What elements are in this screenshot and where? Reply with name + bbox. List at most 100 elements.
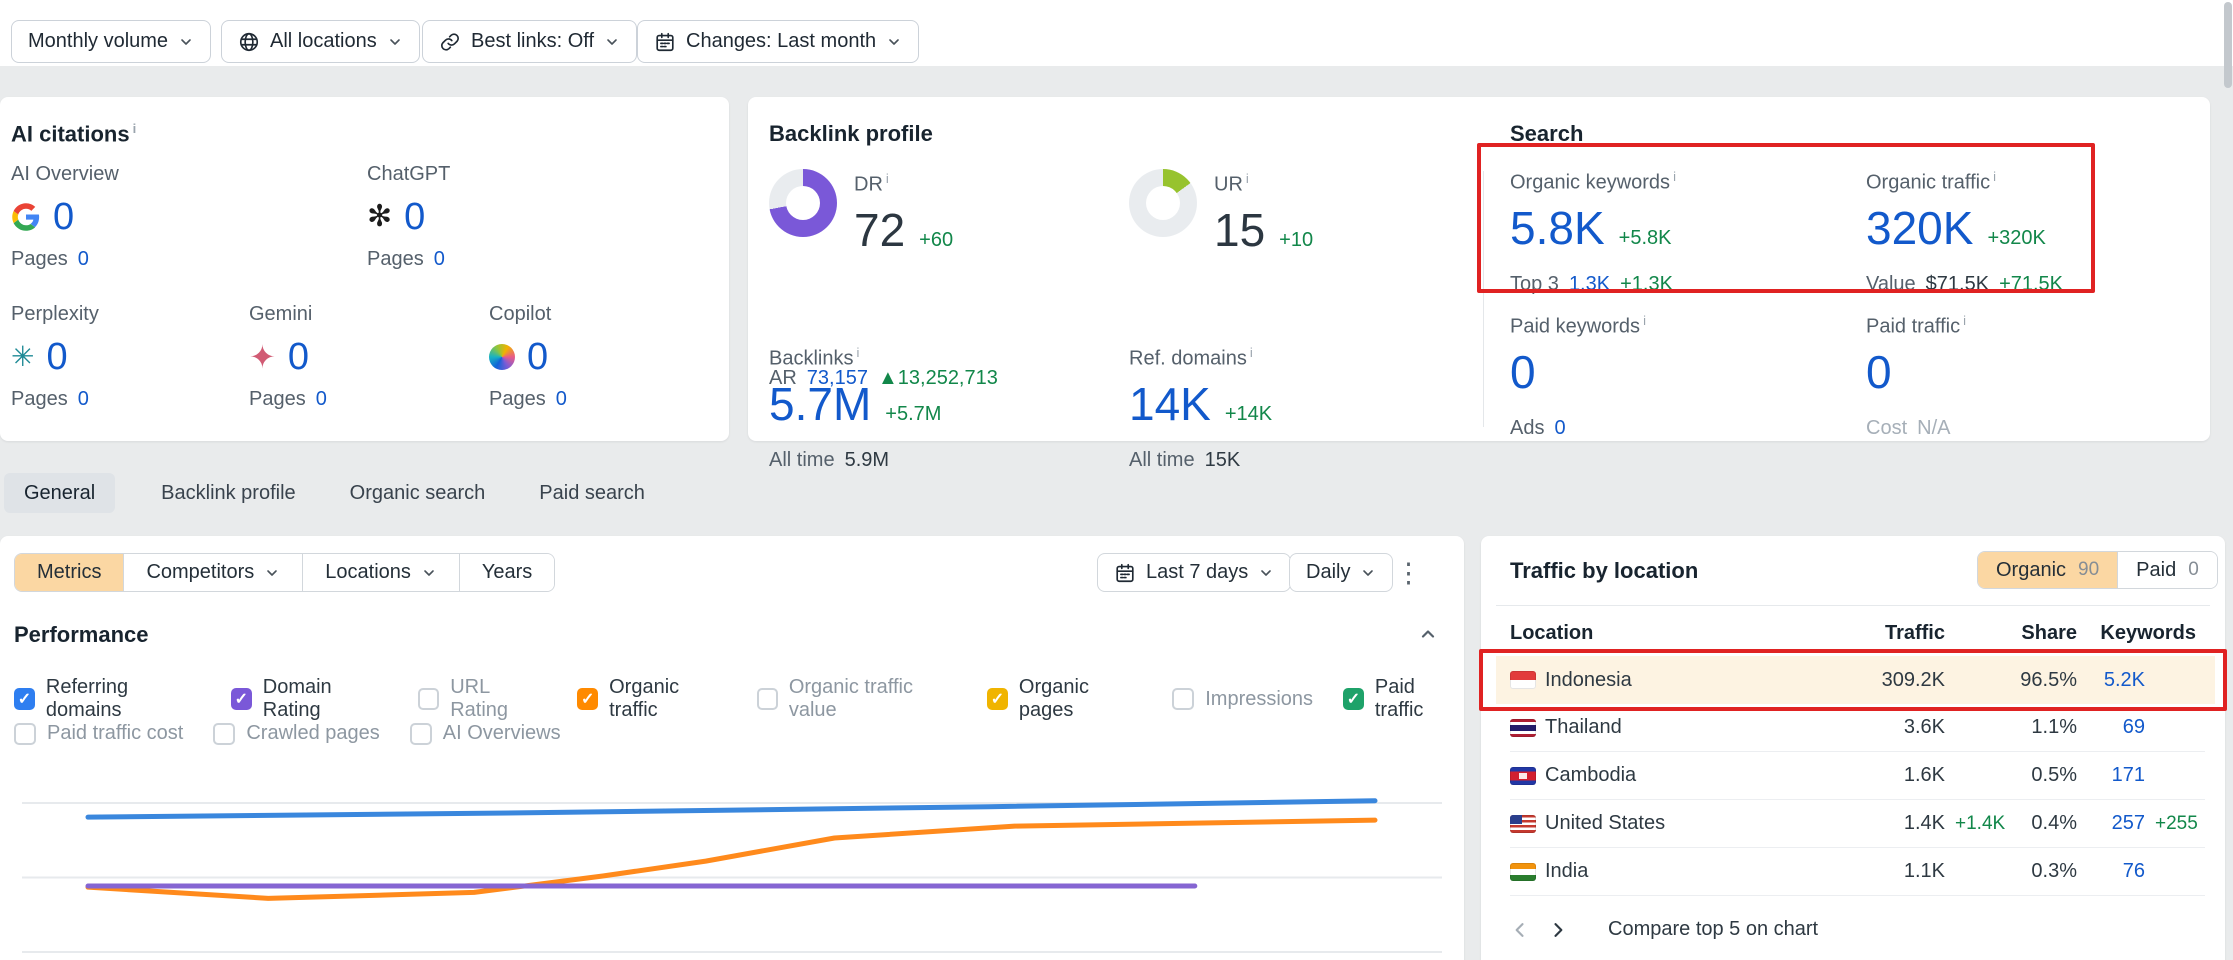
date-range-label: Last 7 days bbox=[1146, 561, 1249, 583]
date-range-selector[interactable]: Last 7 days bbox=[1097, 553, 1292, 592]
organic-count: 90 bbox=[2078, 559, 2100, 580]
best-links-filter[interactable]: Best links: Off bbox=[422, 20, 638, 63]
metrics-segment[interactable]: Metrics bbox=[15, 554, 124, 591]
ads-count[interactable]: 0 bbox=[1554, 416, 1566, 439]
collapse-section-button[interactable] bbox=[1418, 624, 1438, 644]
organic-keywords-delta: +5.8K bbox=[1618, 226, 1672, 249]
calendar-icon bbox=[656, 32, 674, 51]
metric-toggles-row-1: Referring domains Domain Rating URL Rati… bbox=[14, 676, 1464, 722]
flag-india-icon bbox=[1510, 862, 1536, 881]
copilot-pages-count[interactable]: 0 bbox=[555, 388, 567, 410]
monthly-volume-filter[interactable]: Monthly volume bbox=[11, 20, 212, 63]
backlinks-value[interactable]: 5.7M bbox=[769, 377, 872, 430]
info-icon: i bbox=[856, 345, 860, 360]
prev-page-button[interactable] bbox=[1510, 920, 1530, 940]
changes-filter[interactable]: Changes: Last month bbox=[637, 20, 920, 63]
flag-thailand-icon bbox=[1510, 718, 1536, 737]
locations-segment[interactable]: Locations bbox=[302, 554, 459, 591]
metric-checkbox-referring-domains[interactable]: Referring domains bbox=[14, 676, 201, 722]
gemini-count[interactable]: 0 bbox=[287, 336, 309, 378]
perplexity-count[interactable]: 0 bbox=[46, 336, 68, 378]
ar-delta: ▲13,252,713 bbox=[877, 367, 998, 389]
location-row-india[interactable]: India 1.1K 0.3% 76 bbox=[1510, 848, 2205, 896]
keywords-link[interactable]: 5.2K bbox=[2103, 668, 2145, 691]
location-table-footer: Compare top 5 on chart bbox=[1510, 918, 1818, 941]
chart-config-group: Metrics Competitors Locations Years bbox=[14, 553, 556, 592]
ur-donut-chart bbox=[1129, 169, 1197, 237]
toggle-organic[interactable]: Organic 90 bbox=[1978, 552, 2118, 588]
metric-toggles-row-2: Paid traffic cost Crawled pages AI Overv… bbox=[14, 722, 561, 745]
keywords-link[interactable]: 171 bbox=[2111, 764, 2145, 786]
tab-organic-search[interactable]: Organic search bbox=[342, 473, 494, 513]
next-page-button[interactable] bbox=[1548, 920, 1568, 940]
section-tabs: General Backlink profile Organic search … bbox=[4, 473, 653, 513]
paid-traffic-value[interactable]: 0 bbox=[1866, 345, 1892, 398]
years-segment[interactable]: Years bbox=[458, 554, 555, 591]
ref-domains-value[interactable]: 14K bbox=[1129, 377, 1211, 430]
metric-checkbox-domain-rating[interactable]: Domain Rating bbox=[230, 676, 388, 722]
chevron-down-icon bbox=[181, 38, 191, 45]
metric-checkbox-impressions[interactable]: Impressions bbox=[1172, 688, 1313, 711]
chatgpt-count[interactable]: 0 bbox=[404, 196, 426, 238]
metric-checkbox-organic-pages[interactable]: Organic pages bbox=[987, 676, 1142, 722]
ur-value: 15 bbox=[1214, 203, 1266, 256]
locations-filter[interactable]: All locations bbox=[221, 20, 420, 63]
metric-checkbox-url-rating[interactable]: URL Rating bbox=[418, 676, 547, 722]
toggle-paid[interactable]: Paid 0 bbox=[2117, 552, 2217, 588]
checkbox-icon bbox=[418, 688, 440, 710]
ur-delta: +10 bbox=[1279, 228, 1314, 251]
ai-overview-count[interactable]: 0 bbox=[53, 196, 75, 238]
checkbox-icon bbox=[409, 722, 432, 745]
performance-title: Performance bbox=[14, 622, 149, 647]
granularity-selector[interactable]: Daily bbox=[1289, 553, 1394, 592]
competitors-segment[interactable]: Competitors bbox=[123, 554, 303, 591]
location-row-thailand[interactable]: Thailand 3.6K 1.1% 69 bbox=[1510, 704, 2205, 752]
checkbox-icon bbox=[1343, 688, 1364, 710]
search-title: Search bbox=[1510, 121, 1584, 146]
metric-checkbox-ai-overviews[interactable]: AI Overviews bbox=[409, 722, 561, 745]
gemini-pages-count[interactable]: 0 bbox=[315, 388, 327, 410]
paid-keywords-value[interactable]: 0 bbox=[1510, 345, 1536, 398]
organic-traffic-value[interactable]: 320K bbox=[1866, 201, 1974, 254]
location-table-header: Location Traffic Share Keywords bbox=[1510, 621, 2196, 644]
metric-checkbox-organic-traffic-value[interactable]: Organic traffic value bbox=[756, 676, 957, 722]
ar-value[interactable]: 73,157 bbox=[806, 367, 868, 389]
dr-value: 72 bbox=[854, 203, 906, 256]
tab-general[interactable]: General bbox=[4, 473, 116, 513]
tab-paid-search[interactable]: Paid search bbox=[531, 473, 653, 513]
kebab-menu-icon[interactable]: ⋮ bbox=[1395, 558, 1422, 588]
checkbox-icon bbox=[1172, 688, 1195, 710]
dr-stat: DR i 72 +60 bbox=[854, 171, 954, 256]
perplexity-pages-count[interactable]: 0 bbox=[77, 388, 89, 410]
backlinks-stat: Backlinks i 5.7M +5.7M All time 5.9M bbox=[769, 345, 942, 471]
granularity-label: Daily bbox=[1306, 561, 1351, 583]
organic-traffic-delta: +320K bbox=[1987, 226, 2046, 249]
info-icon: i bbox=[1249, 345, 1253, 360]
chevron-down-icon bbox=[1261, 569, 1272, 576]
chatgpt-pages-count[interactable]: 0 bbox=[433, 248, 445, 270]
copilot-count[interactable]: 0 bbox=[527, 336, 549, 378]
chatgpt-logo-icon: ✻ bbox=[367, 200, 393, 233]
metric-checkbox-paid-traffic[interactable]: Paid traffic bbox=[1343, 676, 1464, 722]
info-icon: i bbox=[1993, 169, 1997, 184]
link-icon bbox=[441, 32, 459, 51]
chevron-down-icon bbox=[889, 38, 899, 45]
location-row-indonesia[interactable]: Indonesia 309.2K 96.5% 5.2K bbox=[1510, 656, 2205, 704]
top3-value[interactable]: 1.3K bbox=[1568, 272, 1611, 295]
compare-top-5-link[interactable]: Compare top 5 on chart bbox=[1608, 918, 1819, 940]
ai-overview-pages-count[interactable]: 0 bbox=[77, 248, 89, 270]
keywords-link[interactable]: 257 bbox=[2111, 812, 2145, 834]
metric-checkbox-organic-traffic[interactable]: Organic traffic bbox=[577, 676, 727, 722]
metric-checkbox-crawled-pages[interactable]: Crawled pages bbox=[213, 722, 380, 745]
keywords-link[interactable]: 69 bbox=[2122, 716, 2145, 738]
metric-checkbox-paid-traffic-cost[interactable]: Paid traffic cost bbox=[14, 722, 183, 745]
vertical-scrollbar-thumb[interactable] bbox=[2224, 2, 2232, 88]
organic-keywords-value[interactable]: 5.8K bbox=[1510, 201, 1605, 254]
location-row-cambodia[interactable]: Cambodia 1.6K 0.5% 171 bbox=[1510, 752, 2205, 800]
chevron-up-icon bbox=[1421, 630, 1435, 638]
keywords-link[interactable]: 76 bbox=[2122, 860, 2145, 882]
tab-backlink-profile[interactable]: Backlink profile bbox=[153, 473, 304, 513]
info-icon: i bbox=[132, 121, 137, 136]
location-row-united-states[interactable]: United States 1.4K +1.4K 0.4% 257 +255 bbox=[1510, 800, 2205, 848]
best-links-filter-label: Best links: Off bbox=[471, 30, 595, 52]
